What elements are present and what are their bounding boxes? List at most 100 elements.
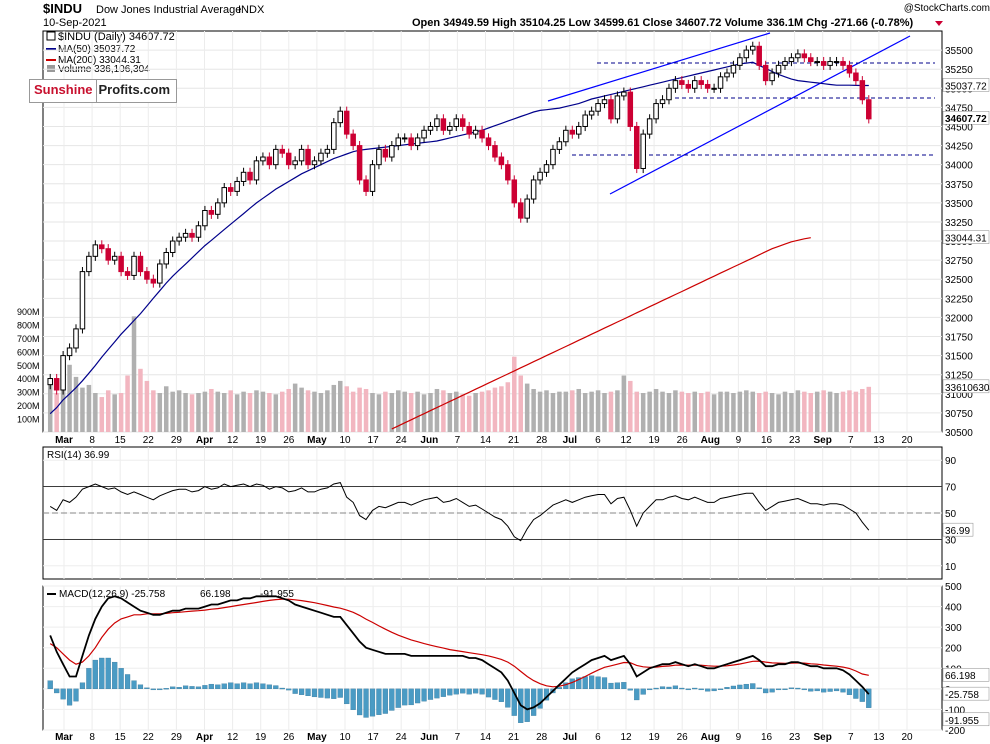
macd-histogram-bar [260, 683, 266, 690]
candle-body [221, 187, 228, 204]
macd-histogram-bar [775, 688, 782, 691]
price-tick-label: 34250 [945, 142, 973, 153]
macd-histogram-bar [866, 688, 872, 708]
ma200-last-label-box [942, 230, 990, 244]
macd-last-label-box [942, 686, 990, 701]
date-tick-label: May [307, 435, 327, 446]
volume-bar [273, 394, 279, 432]
volume-bar [602, 393, 607, 432]
candle-body [427, 125, 434, 131]
candle-body [750, 45, 756, 51]
volume-bar [544, 390, 549, 432]
volume-bar [331, 384, 337, 432]
candle-body [331, 122, 337, 150]
macd-histogram-bar [485, 688, 492, 698]
macd-histogram-bar [479, 688, 485, 695]
macd-tick-label: -100 [945, 705, 965, 716]
candle-body [563, 129, 569, 143]
volume-bar [821, 390, 826, 432]
volume-bar [383, 391, 388, 432]
macd-histogram-bar [750, 683, 756, 690]
volume-bar [118, 393, 124, 432]
candle-body [395, 137, 402, 147]
macd-histogram-bar [556, 687, 563, 690]
date-tick-label: Jun [420, 732, 438, 743]
macd-histogram-bar [763, 688, 769, 694]
volume-bar [524, 383, 530, 432]
volume-bar [80, 387, 85, 432]
macd-histogram-bar [131, 680, 137, 690]
volume-bar [221, 393, 227, 432]
volume-bar [589, 391, 594, 432]
macd-histogram-bar [447, 688, 453, 696]
volume-bar [454, 391, 459, 432]
macd-histogram-bar [576, 677, 582, 690]
date-tick-label: 8 [89, 435, 95, 446]
date-tick-label: Aug [701, 435, 720, 446]
candle-body [266, 156, 273, 166]
macd-histogram-bar [453, 688, 459, 695]
candle-body [782, 61, 788, 66]
date-tick-label: Jun [420, 435, 438, 446]
candle-body [337, 110, 344, 124]
histogram-value: -91.955 [260, 589, 294, 600]
macd-histogram-bar [195, 686, 202, 690]
macd-histogram-bar [440, 688, 446, 697]
volume-bar [814, 391, 820, 432]
candle-body [247, 171, 253, 181]
macd-histogram-bar [846, 688, 853, 695]
date-tick-label: Sep [814, 732, 832, 743]
ma50-last-label-box [942, 78, 990, 92]
volume-last-label: 336106304 [945, 383, 990, 394]
date-tick-label: 12 [620, 435, 632, 446]
rsi-tick-label: 90 [945, 456, 957, 467]
macd-histogram-bar [286, 688, 292, 691]
macd-histogram-bar [569, 678, 575, 690]
volume-bar [692, 391, 698, 432]
candle-body [853, 72, 859, 82]
rsi-title: RSI(14) 36.99 [47, 450, 110, 461]
volume-bar [389, 393, 395, 432]
macd-histogram-bar [827, 688, 833, 692]
volume-bar [67, 364, 72, 432]
date-tick-label: 6 [595, 732, 601, 743]
candle-body [215, 202, 221, 215]
candle-body [92, 244, 99, 257]
quote-line: Open 34949.59 High 35104.25 Low 34599.61… [412, 17, 914, 29]
price-tick-label: 35500 [945, 46, 973, 57]
macd-histogram-bar [331, 688, 337, 699]
macd-histogram-bar [189, 686, 195, 690]
macd-panel-frame [42, 585, 943, 731]
volume-bar [550, 393, 556, 432]
macd-histogram-bar [853, 688, 859, 699]
volume-bar [138, 368, 143, 432]
candle-body [646, 118, 653, 135]
volume-tick-label: 400M [17, 374, 40, 384]
macd-histogram-bar [170, 686, 176, 690]
candle-body [569, 129, 576, 135]
candle-body [324, 148, 331, 154]
candle-body [356, 145, 363, 181]
candle-body [86, 255, 92, 273]
candle-body [459, 118, 466, 127]
date-tick-label: 29 [171, 435, 183, 446]
price-tick-label: 35250 [945, 65, 973, 76]
macd-histogram-bar [782, 688, 788, 691]
candle-body [801, 53, 808, 59]
candle-body [601, 99, 608, 105]
volume-bar [756, 393, 762, 432]
macd-histogram-bar [240, 682, 247, 690]
candle-body [169, 240, 176, 254]
hist-last-label-box [942, 712, 990, 727]
candle-body [775, 64, 782, 74]
macd-histogram-bar [537, 688, 543, 709]
macd-histogram-bar [788, 687, 795, 690]
volume-bar [376, 394, 382, 432]
down-arrow-icon [935, 21, 943, 26]
macd-histogram-bar [589, 675, 595, 690]
macd-histogram-bar [273, 685, 279, 690]
date-tick-label: 12 [227, 435, 239, 446]
price-tick-label: 31500 [945, 352, 973, 363]
macd-histogram-bar [176, 687, 182, 690]
candle-body [343, 110, 350, 135]
